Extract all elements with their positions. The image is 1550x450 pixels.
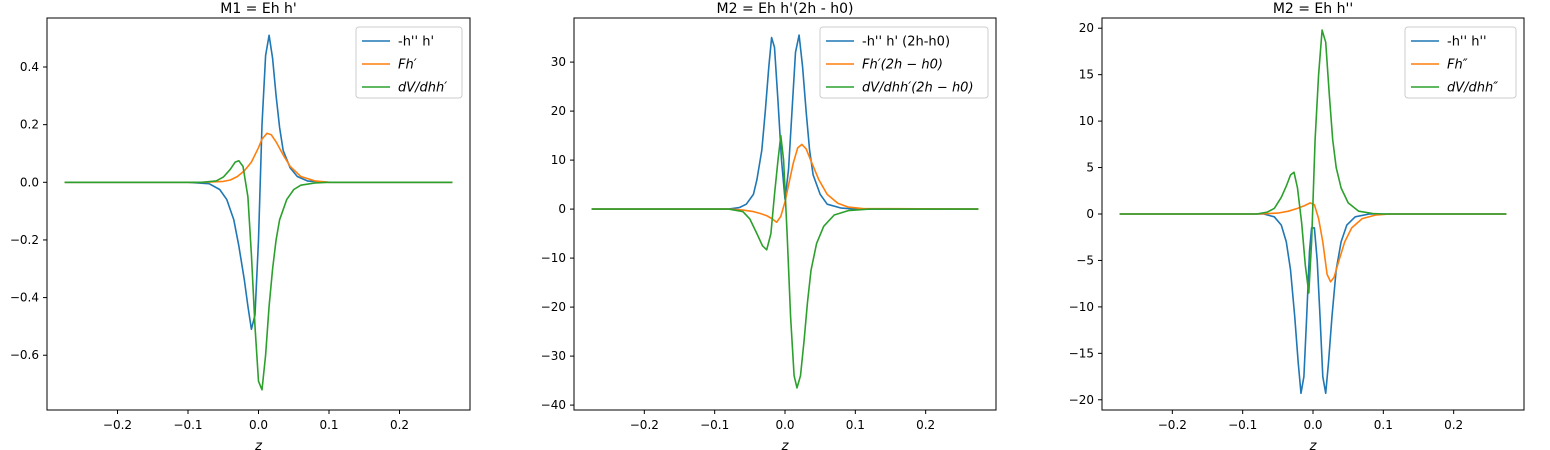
legend-label-3: dV/dhh″ — [1447, 81, 1498, 96]
series-line-3 — [64, 159, 453, 391]
series-line-2 — [591, 143, 979, 224]
x-tick-label: −0.1 — [173, 418, 202, 432]
legend-label-3: dV/dhh′ — [398, 81, 447, 96]
legend: -h'' h' Fh′ dV/dhh′ — [355, 26, 463, 99]
y-tick-label: −0.4 — [10, 291, 39, 305]
legend-label-1: -h'' h'' — [1447, 35, 1487, 50]
x-axis-label: z — [254, 439, 263, 450]
series-line-1 — [1119, 213, 1507, 395]
x-axis-label: z — [1309, 439, 1318, 450]
y-tick-label: 0.4 — [20, 60, 39, 74]
x-tick-label: 0.1 — [846, 418, 865, 432]
y-tick-label: −15 — [1069, 346, 1094, 360]
legend-box — [819, 26, 989, 99]
y-tick-label: 20 — [1079, 21, 1094, 35]
legend: -h'' h'' Fh″ dV/dhh″ — [1404, 26, 1517, 99]
x-tick-label: 0.0 — [1303, 418, 1322, 432]
x-tick-label: −0.2 — [1158, 418, 1187, 432]
plot-area — [591, 34, 979, 389]
x-tick-label: −0.2 — [630, 418, 659, 432]
y-tick-label: 5 — [1086, 161, 1094, 175]
x-tick-label: 0.2 — [390, 418, 409, 432]
y-tick-label: 20 — [551, 104, 566, 118]
y-tick-label: 10 — [551, 153, 566, 167]
chart-panel-3: M2 = Eh h'' −0.2 −0.1 0.0 0.1 0.2 20 15 10 5 0 −5 −1… — [1069, 1, 1525, 450]
x-tick-label: −0.1 — [700, 418, 729, 432]
chart-title: M1 = Eh h' — [220, 1, 297, 17]
series-line-3 — [1119, 29, 1507, 294]
y-tick-label: −20 — [1069, 393, 1094, 407]
series-line-3 — [591, 134, 979, 389]
y-tick-label: −10 — [1069, 300, 1094, 314]
series-line-2 — [1119, 202, 1507, 283]
y-tick-label: 30 — [551, 55, 566, 69]
x-tick-label: 0.2 — [1444, 418, 1463, 432]
y-tick-label: −5 — [1076, 253, 1094, 267]
chart-title: M2 = Eh h'(2h - h0) — [717, 1, 854, 17]
chart-panel-2: M2 = Eh h'(2h - h0) −0.2 −0.1 0.0 0.1 0.2 30 20… — [541, 1, 997, 450]
y-tick-label: 0.2 — [20, 118, 39, 132]
y-tick-label: 0 — [1086, 207, 1094, 221]
legend-label-2: Fh″ — [1447, 58, 1468, 73]
y-tick-label: 10 — [1079, 114, 1094, 128]
series-line-1 — [64, 34, 453, 331]
plot-area — [64, 34, 453, 391]
chart-panel-1: M1 = Eh h' −0.2 −0.1 0.0 0.1 0.2 0.4 0.2 0.0 −0.2… — [10, 1, 471, 450]
legend-box — [1404, 26, 1517, 99]
y-tick-label: −30 — [541, 349, 566, 363]
y-tick-label: −20 — [541, 300, 566, 314]
legend-box — [355, 26, 463, 99]
legend-label-2: Fh′(2h − h0) — [862, 58, 943, 73]
x-tick-label: 0.1 — [1374, 418, 1393, 432]
chart-title: M2 = Eh h'' — [1273, 1, 1353, 17]
legend-label-2: Fh′ — [398, 58, 417, 73]
legend-label-1: -h'' h' — [398, 35, 434, 50]
y-tick-label: −40 — [541, 398, 566, 412]
x-tick-label: −0.1 — [1228, 418, 1257, 432]
y-tick-label: 0.0 — [20, 175, 39, 189]
y-tick-label: −10 — [541, 251, 566, 265]
legend: -h'' h' (2h-h0) Fh′(2h − h0) dV/dhh′(2h − … — [819, 26, 989, 99]
y-tick-label: −0.2 — [10, 233, 39, 247]
x-tick-label: 0.0 — [249, 418, 268, 432]
legend-label-1: -h'' h' (2h-h0) — [862, 35, 950, 50]
legend-label-3: dV/dhh′(2h − h0) — [862, 81, 974, 96]
x-tick-label: −0.2 — [103, 418, 132, 432]
x-tick-label: 0.1 — [319, 418, 338, 432]
y-tick-label: 0 — [558, 202, 566, 216]
x-axis-label: z — [781, 439, 790, 450]
y-tick-label: 15 — [1079, 68, 1094, 82]
series-line-2 — [64, 132, 453, 184]
plot-area — [1119, 29, 1507, 395]
y-tick-label: −0.6 — [10, 348, 39, 362]
x-tick-label: 0.2 — [916, 418, 935, 432]
x-tick-label: 0.0 — [775, 418, 794, 432]
